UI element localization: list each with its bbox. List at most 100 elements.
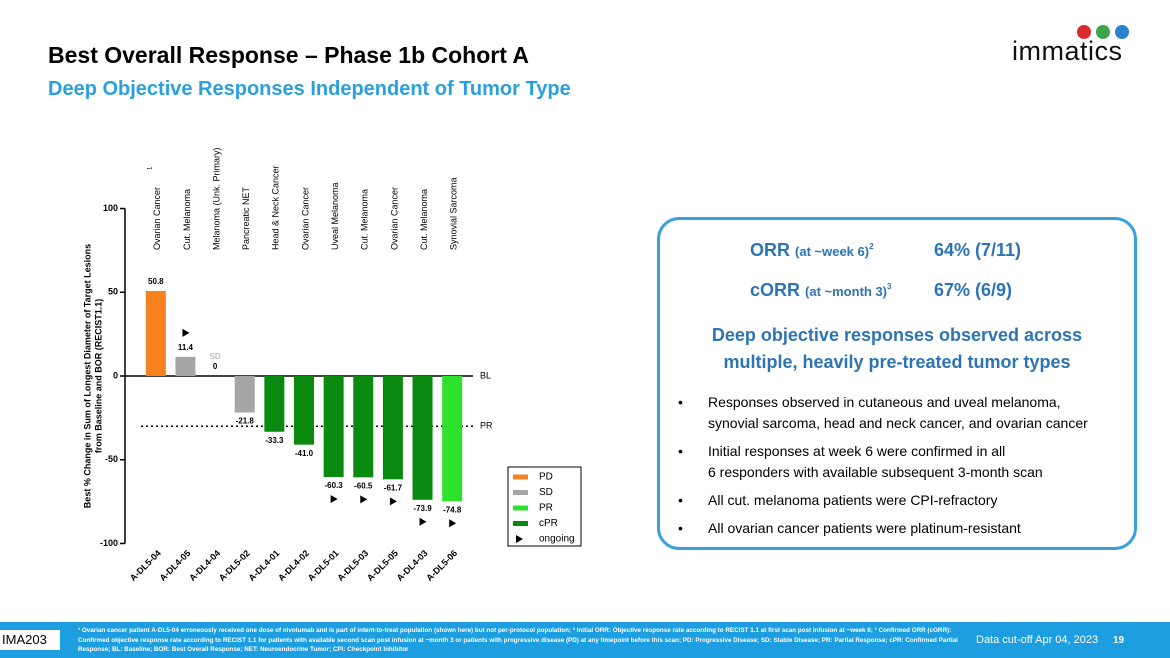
metric: ORR (at ~week 6)2 64% (7/11) [750, 240, 1021, 261]
value-label: 0 [213, 362, 218, 371]
page-number: 19 [1113, 635, 1125, 646]
legend-swatch [513, 474, 528, 480]
footnote: ¹ Ovarian cancer patient A-DL5-04 errone… [78, 627, 958, 653]
value-label: -61.7 [384, 483, 403, 492]
data-cutoff: Data cut-off Apr 04, 2023 [976, 634, 1099, 646]
value-label: -60.3 [325, 481, 344, 490]
bullet-line: All cut. melanoma patients were CPI-refr… [708, 492, 998, 508]
ongoing-marker [419, 517, 427, 526]
bar [234, 376, 255, 413]
title: Best Overall Response – Phase 1b Cohort … [48, 42, 530, 68]
bullet-line: Responses observed in cutaneous and uvea… [708, 394, 1061, 410]
tumor-type-label: Cut. Melanoma [360, 189, 370, 250]
ongoing-marker [330, 495, 338, 504]
value-label: -21.8 [236, 417, 255, 426]
tumor-type-label: Cut. Melanoma [182, 189, 192, 250]
x-tick-label: A-DL4-01 [246, 548, 281, 583]
bar [382, 376, 403, 480]
y-axis-title: from Baseline and BOR (RECIST1.1) [93, 299, 103, 454]
bullet-list: Responses observed in cutaneous and uvea… [678, 392, 1088, 546]
reference-label: BL [480, 370, 491, 380]
x-tick-label: A-DL5-05 [365, 548, 400, 583]
bullet-line: Initial responses at week 6 were confirm… [708, 443, 1006, 459]
bullet: All cut. melanoma patients were CPI-refr… [678, 490, 1088, 511]
legend-swatch [513, 505, 528, 511]
x-tick-label: A-DL4-03 [395, 548, 430, 583]
value-label: -41.0 [295, 449, 314, 458]
y-tick-label: -50 [105, 454, 118, 464]
bullet-line: 6 responders with available subsequent 3… [708, 464, 1043, 480]
legend-label: SD [539, 487, 553, 498]
value-label: -60.5 [354, 481, 373, 490]
bar [145, 290, 166, 376]
metric-qualifier: (at ~week 6) [795, 244, 870, 259]
x-tick-label: A-DL5-01 [306, 548, 341, 583]
legend-symbol [516, 535, 523, 543]
legend-label: PR [539, 503, 553, 514]
y-axis-title: Best % Change in Sum of Longest Diameter… [82, 244, 92, 508]
bar [175, 356, 196, 376]
legend-swatch [513, 521, 528, 526]
headline: Deep objective responses observed across… [660, 322, 1134, 376]
metric-note: 2 [869, 242, 874, 251]
x-tick-label: A-DL4-04 [187, 548, 222, 583]
x-tick-label: A-DL5-03 [335, 548, 370, 583]
metric-note: 3 [887, 282, 892, 291]
tumor-type-label: Ovarian Cancer [152, 187, 162, 250]
bar [412, 376, 433, 500]
chart: -100 -50 0 50 100 Best % Change in Sum of Lon… [82, 147, 582, 583]
x-tick-label: A-DL5-02 [217, 548, 252, 583]
bullet: Responses observed in cutaneous and uvea… [678, 392, 1088, 434]
tumor-type-label: Synovial Sarcoma [449, 177, 459, 250]
bullet-line: All ovarian cancer patients were platinu… [708, 520, 1021, 536]
value-label: 11.4 [178, 343, 194, 352]
tumor-type-label: Melanoma (Unk. Primary) [211, 147, 221, 250]
value-label: -74.8 [443, 505, 462, 514]
logo: immatics [1012, 36, 1123, 66]
metric: cORR (at ~month 3)3 67% (6/9) [750, 280, 1012, 301]
x-tick-label: A-DL4-05 [158, 548, 193, 583]
tumor-footnote: 1 [147, 166, 153, 170]
tumor-type-label: Ovarian Cancer [389, 187, 399, 250]
tumor-type-label: Head & Neck Cancer [271, 165, 281, 250]
y-tick-label: 0 [113, 370, 118, 380]
value-label: -33.3 [265, 436, 284, 445]
legend-swatch [513, 490, 528, 495]
y-tick-label: 50 [108, 287, 118, 297]
metric-value: 64% (7/11) [934, 240, 1022, 260]
tumor-type-label: Ovarian Cancer [300, 187, 310, 250]
value-label: -73.9 [413, 504, 432, 513]
tumor-type-label: Cut. Melanoma [419, 189, 429, 250]
y-tick-label: -100 [100, 538, 118, 548]
bar [294, 376, 314, 445]
metric-label: ORR [750, 240, 790, 260]
legend-label: cPR [539, 518, 558, 529]
legend-label: ongoing [539, 534, 575, 545]
x-tick-label: A-DL5-06 [424, 548, 459, 583]
legend-label: PD [539, 472, 553, 483]
bullet: All ovarian cancer patients were platinu… [678, 518, 1088, 539]
x-tick-label: A-DL5-04 [128, 548, 163, 583]
tumor-type-label: Uveal Melanoma [330, 182, 340, 250]
tumor-type-label: Pancreatic NET [241, 186, 251, 250]
footer-bar [0, 622, 1170, 658]
value-label: 50.8 [148, 277, 164, 286]
headline-line: Deep objective responses observed across [711, 325, 1083, 345]
ongoing-marker [360, 495, 368, 504]
bar [264, 376, 285, 432]
y-tick-label: 100 [103, 203, 118, 213]
bar [353, 376, 374, 478]
bullet-line: synovial sarcoma, head and neck cancer, … [708, 415, 1088, 431]
summary-panel: ORR (at ~week 6)2 64% (7/11) cORR (at ~mon… [657, 217, 1137, 550]
reference-label: PR [480, 421, 493, 431]
response-label: SD [210, 352, 221, 361]
bar [323, 376, 344, 478]
x-tick-label: A-DL4-02 [276, 548, 311, 583]
ongoing-marker [182, 328, 190, 337]
logo-icon [1077, 25, 1129, 39]
metric-value: 67% (6/9) [934, 280, 1013, 300]
ongoing-marker [389, 497, 397, 506]
ongoing-marker [449, 519, 457, 528]
subtitle: Deep Objective Responses Independent of … [48, 78, 571, 100]
